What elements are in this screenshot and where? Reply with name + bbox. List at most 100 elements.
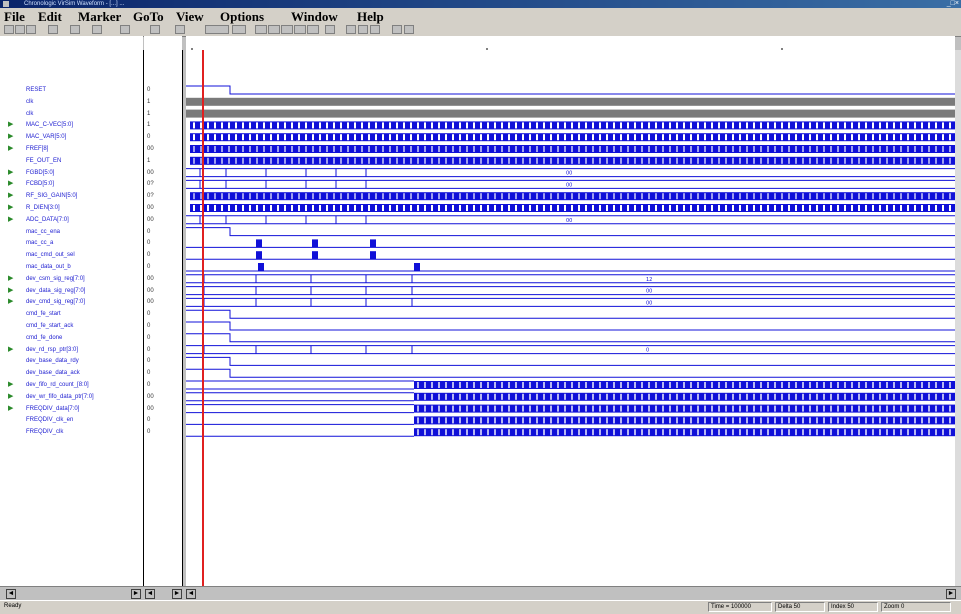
- next-edge-icon[interactable]: [281, 25, 293, 34]
- collapse-icon[interactable]: [370, 25, 380, 34]
- signal-name[interactable]: cmd_fe_start_ack: [26, 323, 74, 329]
- expand-arrow-icon[interactable]: ▶: [8, 286, 14, 294]
- signal-name[interactable]: FE_OUT_EN: [26, 157, 62, 164]
- menu-options[interactable]: Options: [220, 9, 265, 24]
- signal-name[interactable]: clk: [26, 98, 34, 105]
- scroll-left-icon[interactable]: ◄: [6, 589, 16, 599]
- signal-name[interactable]: dev_cmd_sig_reg[7:0]: [26, 299, 86, 306]
- menu-help[interactable]: Help: [357, 9, 384, 24]
- expand-arrow-icon[interactable]: ▶: [8, 121, 14, 129]
- signal-name[interactable]: dev_base_data_ack: [26, 370, 80, 377]
- value-scroll-right-icon[interactable]: ►: [172, 589, 182, 599]
- signal-pulse: [370, 239, 376, 248]
- expand-arrow-icon[interactable]: ▶: [8, 133, 14, 141]
- signal-value: 1: [147, 157, 151, 164]
- signal-value: 00: [147, 275, 154, 282]
- waveform-pane[interactable]: 00 00 00 12 00 00 0: [186, 50, 955, 586]
- vertical-scrollbar[interactable]: [955, 50, 961, 586]
- signal-name[interactable]: clk: [26, 110, 34, 117]
- insert-icon[interactable]: [150, 25, 160, 34]
- signal-name[interactable]: MAC_C-VEC[5:0]: [26, 122, 74, 129]
- prev-edge-icon[interactable]: [268, 25, 280, 34]
- signal-scroll-right-icon[interactable]: ►: [131, 589, 141, 599]
- zoom-in-icon[interactable]: [205, 25, 229, 34]
- value-scroll-left-icon[interactable]: ◄: [145, 589, 155, 599]
- signal-value: 00: [147, 216, 154, 223]
- signal-name[interactable]: cmd_fe_done: [26, 334, 63, 341]
- menu-bar: File Edit Marker GoTo View Options Windo…: [0, 8, 961, 24]
- signal-name[interactable]: dev_csm_sig_reg[7:0]: [26, 275, 85, 282]
- menu-marker[interactable]: Marker: [78, 9, 122, 24]
- signal-name[interactable]: MAC_VAR[5:0]: [26, 134, 67, 141]
- expand-arrow-icon[interactable]: ▶: [8, 168, 14, 176]
- signal-name[interactable]: mac_cc_ena: [26, 228, 61, 235]
- signal-name[interactable]: FREQDIV_data[7:0]: [26, 405, 80, 412]
- signal-name[interactable]: FCBD[5:0]: [26, 181, 55, 188]
- expand-arrow-icon[interactable]: ▶: [8, 345, 14, 353]
- window-controls[interactable]: _□×: [946, 0, 959, 7]
- signal-name[interactable]: FREQDIV_clk: [26, 429, 64, 436]
- next-marker-icon[interactable]: [307, 25, 319, 34]
- signal-name[interactable]: FREQDIV_clk_en: [26, 417, 74, 424]
- expand-arrow-icon[interactable]: ▶: [8, 204, 14, 211]
- bus-icon[interactable]: [325, 25, 335, 34]
- copy-icon[interactable]: [70, 25, 80, 34]
- signal-name[interactable]: dev_wr_fifo_data_ptr[7:0]: [26, 393, 94, 400]
- expand-arrow-icon[interactable]: ▶: [8, 381, 14, 388]
- signal-name[interactable]: mac_cc_a: [26, 240, 54, 247]
- signal-pulse: [370, 251, 376, 260]
- horizontal-scroll-area: ◄ ► ◄ ► ◄ ►: [0, 586, 961, 601]
- signal-name[interactable]: FREF[8]: [26, 146, 49, 152]
- signal-name[interactable]: dev_data_sig_reg[7:0]: [26, 287, 86, 294]
- expand-arrow-icon[interactable]: ▶: [8, 274, 14, 282]
- expand-arrow-icon[interactable]: ▶: [8, 298, 14, 306]
- expand-arrow-icon[interactable]: ▶: [8, 392, 14, 400]
- signal-value: 0: [147, 370, 151, 377]
- signal-value: 0: [147, 240, 151, 247]
- signal-name[interactable]: cmd_fe_start: [26, 311, 61, 318]
- menu-goto[interactable]: GoTo: [133, 9, 164, 24]
- wave-scroll-left-icon[interactable]: ◄: [186, 589, 196, 599]
- signal-value-pane[interactable]: 0 1 1 1 0 00 1 00 0? 0? 00 00 0 0 0 0 00 00 00 0 0 0 0 0 0 0 00 00 0…: [144, 50, 183, 586]
- open-icon[interactable]: [4, 25, 14, 34]
- signal-name[interactable]: FGBD[5:0]: [26, 169, 55, 176]
- expand-arrow-icon[interactable]: ▶: [8, 180, 14, 188]
- signal-icon[interactable]: [392, 25, 402, 34]
- save-icon[interactable]: [15, 25, 25, 34]
- print-icon[interactable]: [26, 25, 36, 34]
- delete-icon[interactable]: [120, 25, 130, 34]
- signal-name-pane[interactable]: RESET clk clk MAC_C-VEC[5:0] ▶ MAC_VAR[5:0] ▶ F…: [0, 50, 144, 586]
- zoom-out-icon[interactable]: [232, 25, 246, 34]
- signal-name[interactable]: dev_rd_rsp_ptr[3:0]: [26, 346, 79, 353]
- signal-name[interactable]: mac_cmd_out_sel: [26, 252, 75, 259]
- signal-name[interactable]: dev_base_data_rdy: [26, 358, 79, 365]
- time-cursor[interactable]: [202, 50, 204, 598]
- cut-icon[interactable]: [48, 25, 58, 34]
- wave-scroll-right-icon[interactable]: ►: [946, 589, 956, 599]
- signal-name[interactable]: mac_data_out_b: [26, 264, 71, 270]
- find-icon[interactable]: [175, 25, 185, 34]
- signal-name[interactable]: RESET: [26, 87, 47, 93]
- bus-value-label: 00: [566, 182, 572, 188]
- zoom-full-icon[interactable]: [255, 25, 267, 34]
- expand-arrow-icon[interactable]: ▶: [8, 404, 14, 412]
- menu-window[interactable]: Window: [291, 9, 338, 24]
- signal-value: 1: [147, 122, 151, 129]
- group-icon[interactable]: [346, 25, 356, 34]
- expand-arrow-icon[interactable]: ▶: [8, 145, 14, 152]
- hierarchy-icon[interactable]: [404, 25, 414, 34]
- signal-name[interactable]: RF_SIG_GAIN[5:0]: [26, 193, 78, 200]
- signal-name[interactable]: R_DIEN[3:0]: [26, 205, 60, 211]
- menu-edit[interactable]: Edit: [38, 9, 62, 24]
- expand-icon[interactable]: [358, 25, 368, 34]
- menu-file[interactable]: File: [4, 9, 25, 24]
- menu-view[interactable]: View: [176, 9, 204, 24]
- prev-marker-icon[interactable]: [294, 25, 306, 34]
- clock-band: [186, 109, 955, 118]
- expand-arrow-icon[interactable]: ▶: [8, 215, 14, 223]
- paste-icon[interactable]: [92, 25, 102, 34]
- clock-band: [186, 97, 955, 106]
- signal-name[interactable]: ADC_DATA[7:0]: [26, 216, 69, 223]
- expand-arrow-icon[interactable]: ▶: [8, 192, 14, 200]
- signal-name[interactable]: dev_fifo_rd_count_[8:0]: [26, 382, 89, 388]
